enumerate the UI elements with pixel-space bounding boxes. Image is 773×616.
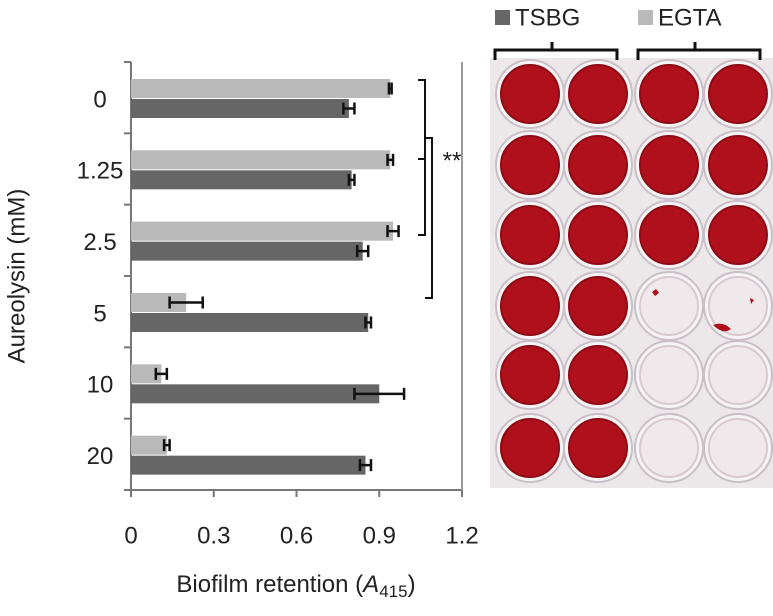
well (500, 276, 560, 336)
legend-bracket (636, 42, 762, 60)
well (639, 418, 699, 478)
error-bar (386, 153, 395, 166)
bar (131, 313, 369, 332)
well (568, 276, 628, 336)
bar (131, 293, 187, 312)
bar (131, 170, 352, 190)
error-bar (168, 296, 204, 309)
y-tick-label: 0 (93, 86, 106, 113)
error-bar (386, 225, 400, 238)
well (708, 345, 768, 405)
error-bar (364, 316, 373, 329)
well (500, 418, 560, 478)
error-bar (342, 102, 356, 115)
y-tick-label: 10 (87, 372, 114, 399)
well-plate-photo (490, 58, 773, 488)
legend-swatch (638, 10, 653, 25)
well (568, 418, 628, 478)
well (500, 205, 560, 265)
error-bar (162, 439, 171, 452)
well (708, 205, 768, 265)
bar (131, 241, 363, 261)
x-axis-title: Biofilm retention (A415) (176, 571, 415, 601)
well (639, 345, 699, 405)
x-axis-title-part: ) (408, 571, 416, 598)
well (708, 418, 768, 478)
well (500, 345, 560, 405)
well (708, 276, 768, 336)
well (568, 64, 628, 124)
x-tick-label: 1.2 (445, 522, 478, 549)
bar (131, 384, 380, 404)
well (639, 64, 699, 124)
x-tick-label: 0 (124, 522, 137, 549)
well (639, 135, 699, 195)
legend-label: EGTA (658, 4, 722, 31)
axis-frame (130, 62, 462, 491)
y-tick-label: 1.25 (77, 158, 124, 185)
error-bar (358, 459, 373, 472)
bar (131, 435, 167, 455)
significance-bracket (418, 79, 433, 299)
bar (131, 150, 391, 170)
significance-label: ** (443, 147, 462, 174)
bar (131, 79, 391, 98)
y-tick-label: 20 (87, 443, 114, 470)
error-bar (347, 173, 356, 186)
error-bar (355, 245, 370, 258)
bar (131, 221, 394, 241)
x-axis-title-part: Biofilm retention ( (176, 571, 363, 598)
well (639, 205, 699, 265)
y-tick-label: 5 (93, 300, 106, 327)
well (708, 64, 768, 124)
well (500, 135, 560, 195)
bar (131, 99, 349, 118)
x-tick-label: 0.9 (363, 522, 396, 549)
bar (131, 364, 162, 384)
well (500, 64, 560, 124)
well (568, 345, 628, 405)
well (568, 135, 628, 195)
error-bar (387, 82, 393, 95)
x-tick-label: 0.6 (280, 522, 313, 549)
x-axis-title-var: A (361, 571, 379, 598)
legend-swatch (495, 10, 510, 25)
legend-bracket (493, 42, 619, 60)
well (639, 276, 699, 336)
well (708, 135, 768, 195)
well (568, 205, 628, 265)
legend-label: TSBG (515, 4, 580, 31)
error-bar (353, 387, 406, 400)
error-bar (154, 367, 169, 380)
x-tick-label: 0.3 (197, 522, 230, 549)
y-axis-title: Aureolysin (mM) (3, 189, 30, 364)
x-axis-title-sub: 415 (379, 582, 407, 601)
y-tick-label: 2.5 (83, 229, 116, 256)
bar (131, 455, 366, 475)
